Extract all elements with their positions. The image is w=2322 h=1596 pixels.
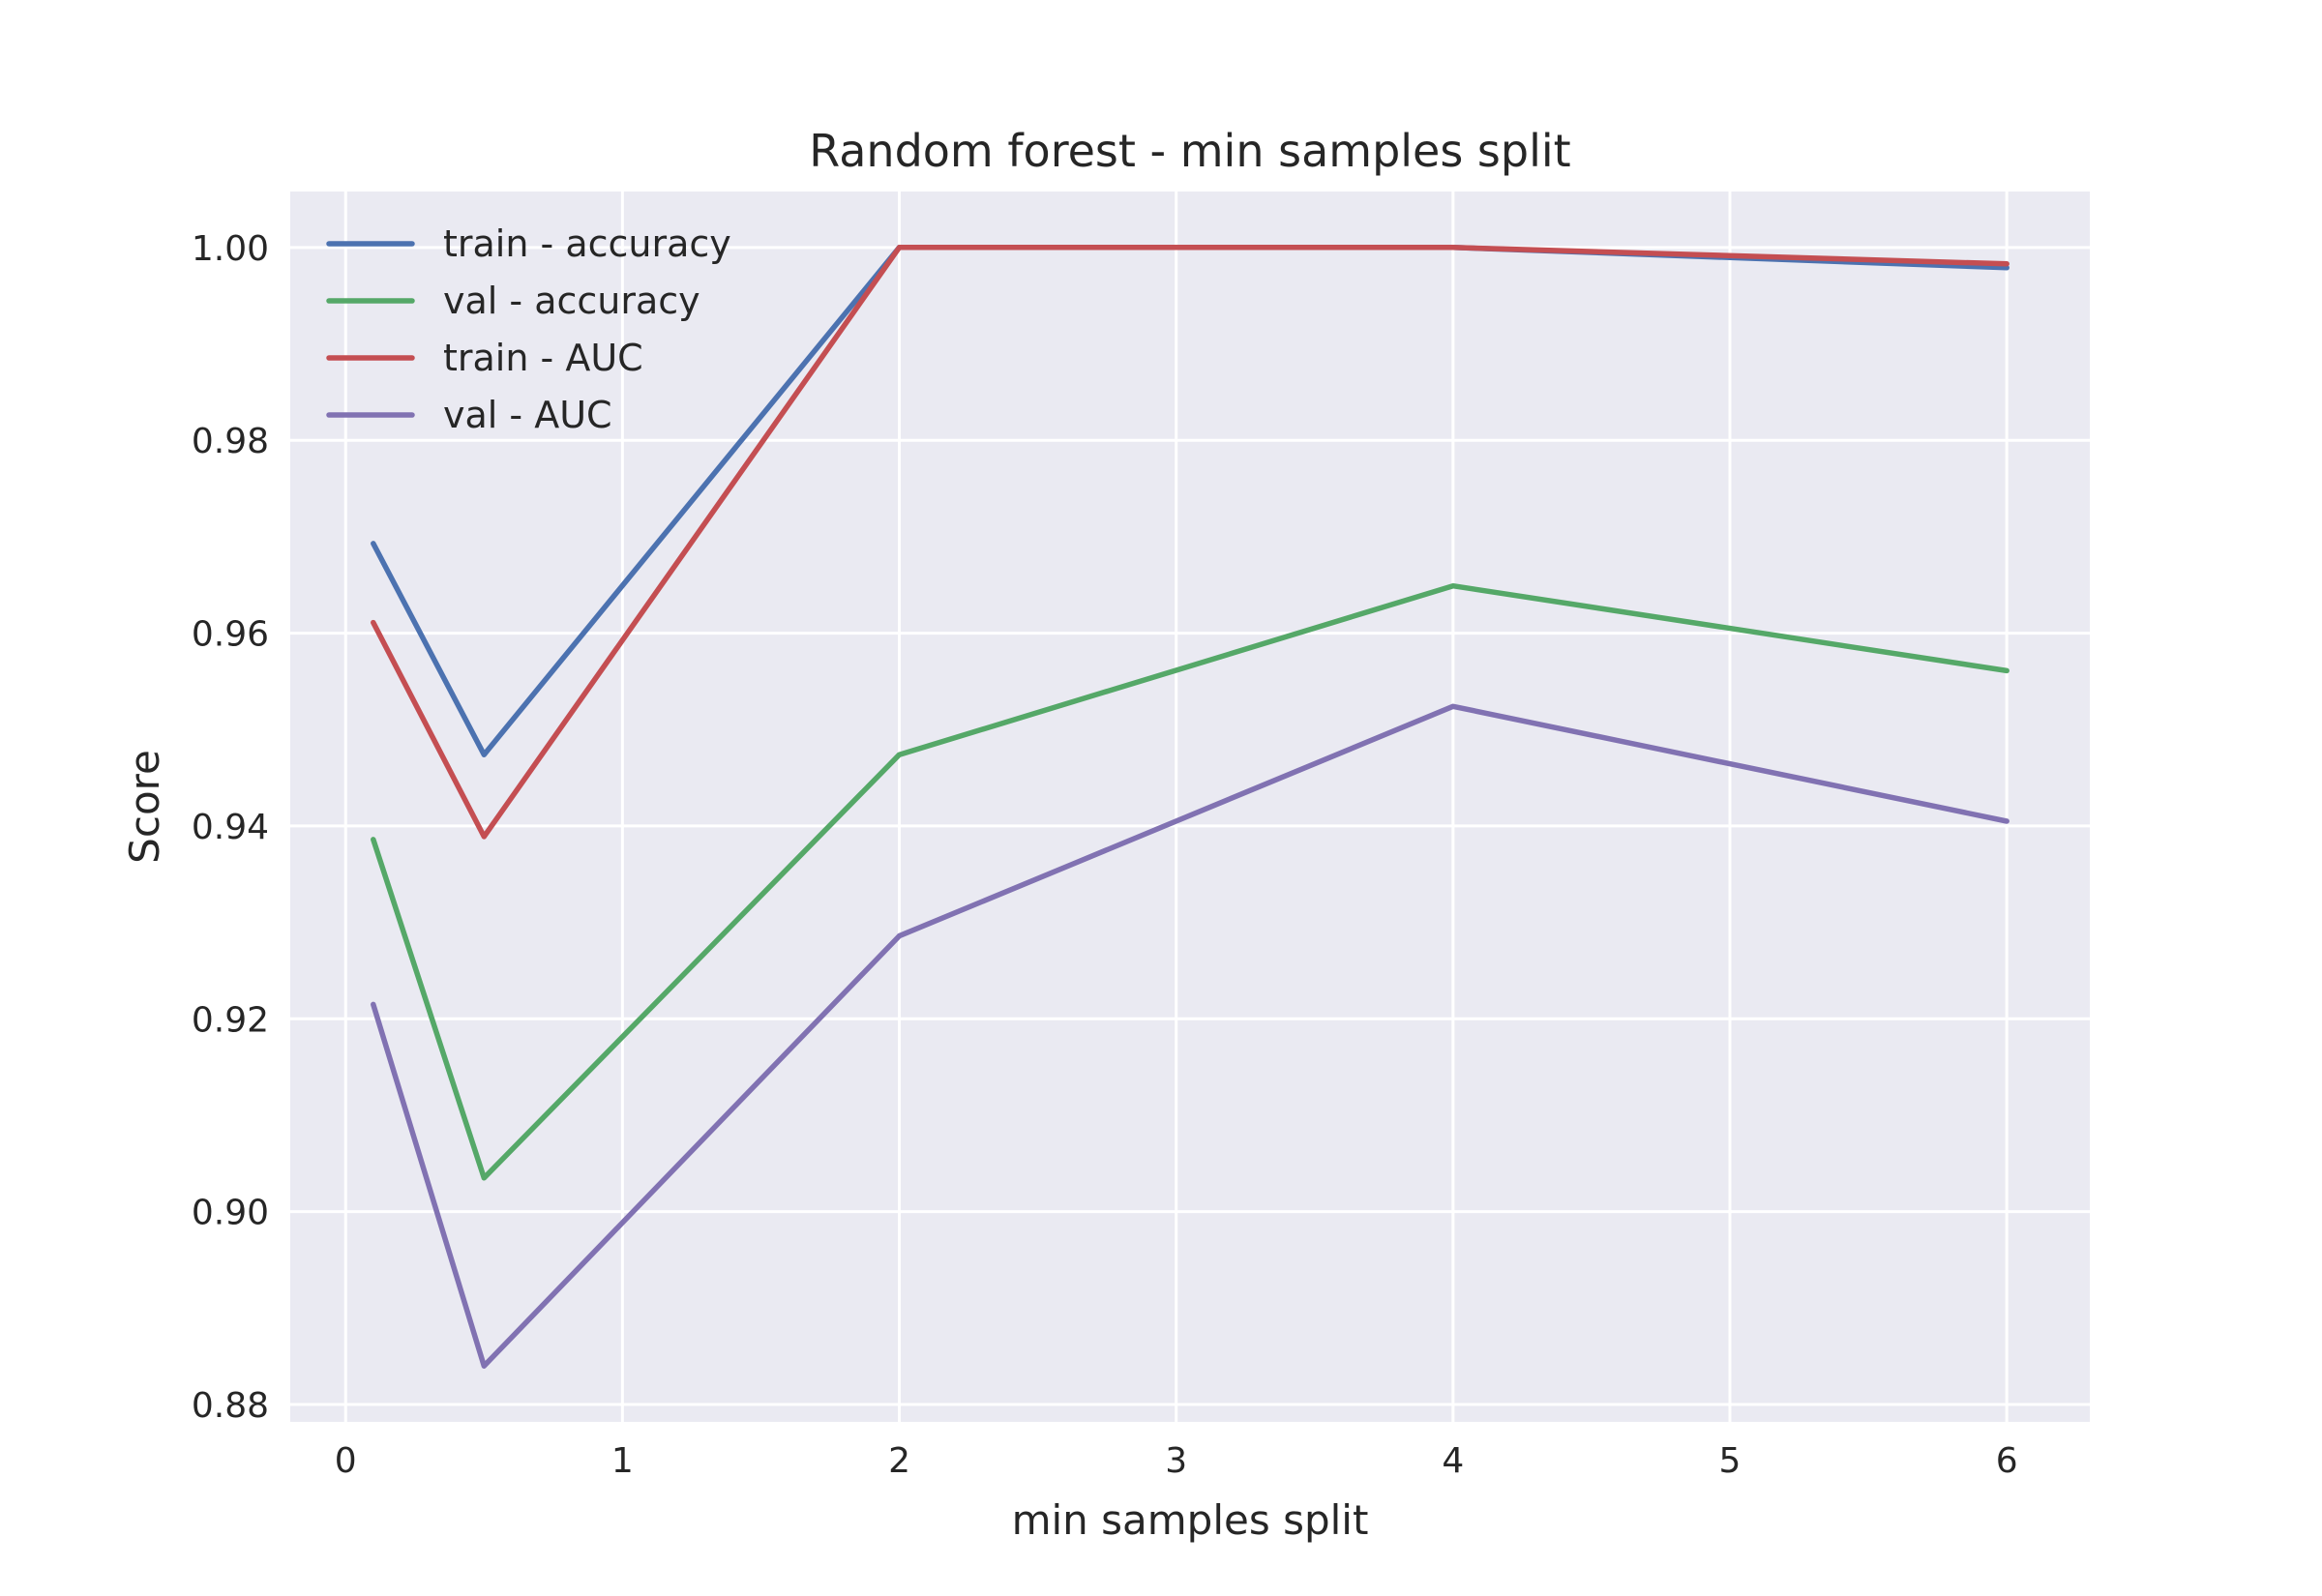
y-axis-title: Score xyxy=(121,750,168,864)
series-line-2 xyxy=(371,245,2009,840)
x-tick-label: 6 xyxy=(1996,1441,2018,1481)
y-tick-label: 0.92 xyxy=(192,1000,269,1040)
x-tick-label: 0 xyxy=(335,1441,357,1481)
y-tick-label: 0.98 xyxy=(192,422,269,461)
x-tick-label: 3 xyxy=(1165,1441,1187,1481)
y-tick-label: 0.88 xyxy=(192,1386,269,1426)
x-tick-label: 1 xyxy=(611,1441,634,1481)
series-line-3 xyxy=(371,703,2009,1369)
legend-label: train - AUC xyxy=(443,337,643,379)
y-tick-labels: 0.88 0.90 0.92 0.94 0.96 0.98 1.00 xyxy=(192,229,269,1426)
y-tick-label: 0.94 xyxy=(192,808,269,847)
chart-title: Random forest - min samples split xyxy=(809,125,1570,177)
x-tick-label: 2 xyxy=(888,1441,910,1481)
x-tick-label: 4 xyxy=(1442,1441,1464,1481)
series-line-1 xyxy=(371,582,2009,1181)
y-tick-label: 0.90 xyxy=(192,1194,269,1233)
legend-label: val - accuracy xyxy=(443,280,700,322)
legend: train - accuracy val - accuracy train - AU… xyxy=(326,222,731,436)
plot-area xyxy=(290,192,2090,1422)
x-tick-label: 5 xyxy=(1719,1441,1742,1481)
y-tick-label: 0.96 xyxy=(192,615,269,655)
series-lines xyxy=(371,245,2009,1369)
y-tick-label: 1.00 xyxy=(192,229,269,269)
legend-label: train - accuracy xyxy=(443,222,731,265)
x-axis-title: min samples split xyxy=(1012,1496,1369,1544)
legend-label: val - AUC xyxy=(443,394,612,436)
x-tick-labels: 0 1 2 3 4 5 6 xyxy=(335,1441,2018,1481)
